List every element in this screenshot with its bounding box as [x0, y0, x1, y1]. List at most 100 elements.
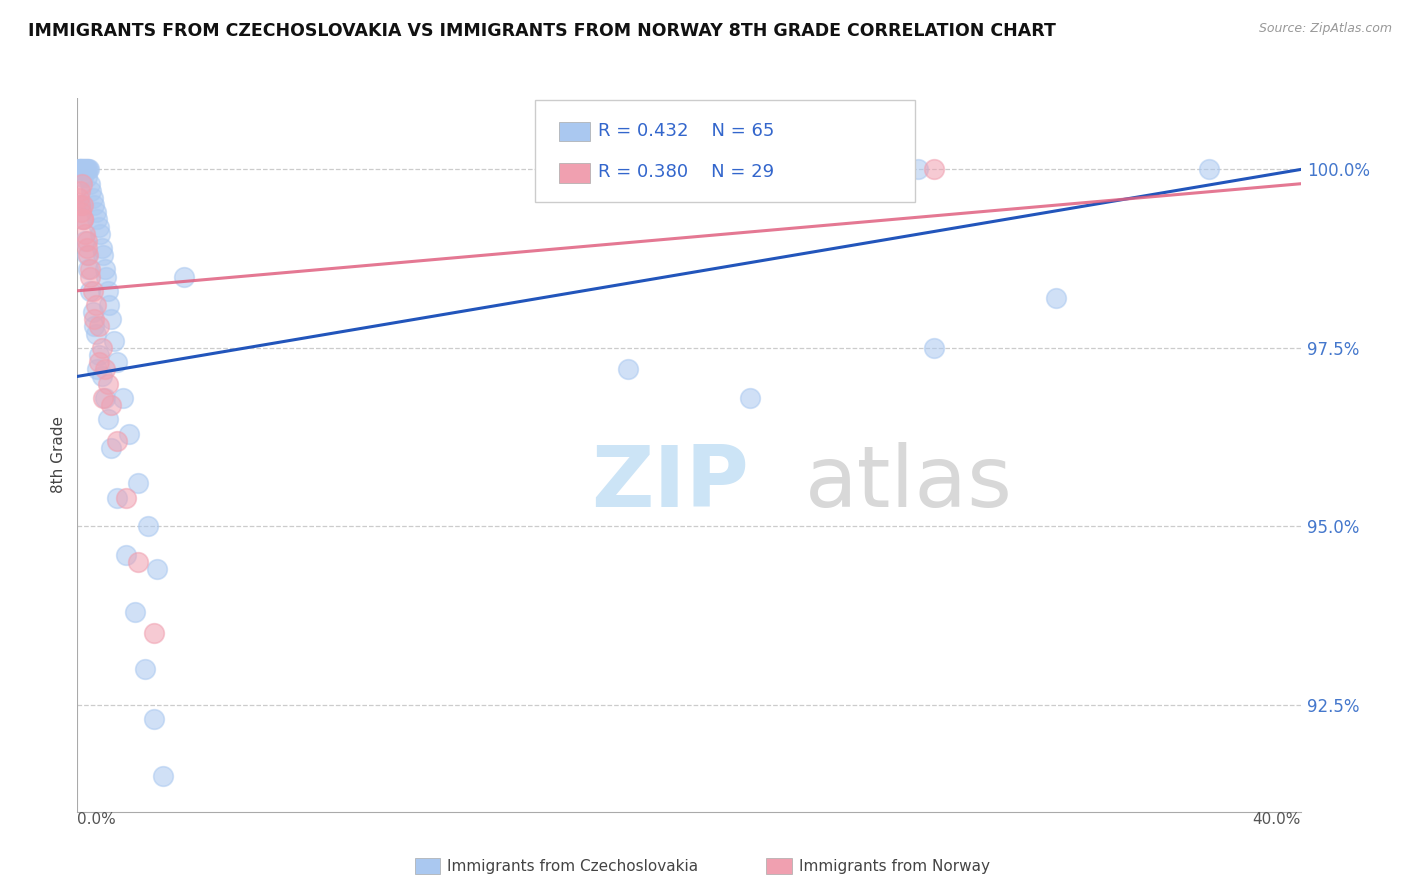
Point [79, 269, 101, 284]
Point [100, 312, 122, 326]
Text: atlas: atlas [806, 442, 1014, 525]
Point [100, 398, 122, 412]
Point [73, 162, 96, 177]
Point [922, 162, 945, 177]
Text: R = 0.432    N = 65: R = 0.432 N = 65 [599, 121, 775, 139]
Text: Source: ZipAtlas.com: Source: ZipAtlas.com [1258, 22, 1392, 36]
Point [112, 391, 135, 405]
Point [1198, 162, 1220, 177]
Point [76, 234, 98, 248]
Point [118, 426, 141, 441]
Point [124, 605, 146, 619]
Point [97, 284, 120, 298]
Point [75, 162, 97, 177]
Point [77, 248, 100, 262]
Point [70, 162, 93, 177]
Point [76, 169, 98, 184]
Point [152, 769, 174, 783]
Point [94, 362, 117, 376]
Point [90, 369, 112, 384]
Point [142, 712, 165, 726]
Point [617, 362, 640, 376]
Point [83, 312, 105, 326]
Point [103, 334, 125, 348]
Point [83, 319, 105, 334]
Point [70, 162, 93, 177]
Point [87, 219, 110, 234]
Point [87, 348, 110, 362]
Point [70, 205, 93, 219]
Point [105, 491, 128, 505]
Point [72, 198, 94, 212]
Point [91, 391, 114, 405]
Point [70, 198, 93, 212]
Text: Immigrants from Czechoslovakia: Immigrants from Czechoslovakia [447, 859, 699, 873]
Point [67, 191, 90, 205]
Point [73, 162, 96, 177]
Point [70, 177, 93, 191]
Point [134, 662, 156, 676]
Point [73, 234, 96, 248]
Point [922, 341, 945, 355]
Point [142, 626, 165, 640]
Point [90, 241, 112, 255]
Point [740, 391, 762, 405]
Point [84, 326, 107, 341]
Point [76, 248, 98, 262]
Point [67, 162, 90, 177]
Point [72, 169, 94, 184]
Point [69, 184, 91, 198]
Point [90, 341, 112, 355]
Text: 0.0%: 0.0% [77, 812, 117, 827]
Point [84, 298, 107, 312]
Point [82, 191, 104, 205]
Point [77, 262, 100, 277]
Point [86, 212, 108, 227]
Point [72, 212, 94, 227]
Point [79, 262, 101, 277]
Point [173, 269, 195, 284]
Point [77, 162, 100, 177]
Text: Immigrants from Norway: Immigrants from Norway [799, 859, 990, 873]
Point [86, 362, 108, 376]
Point [115, 491, 138, 505]
Point [72, 162, 94, 177]
Text: ZIP: ZIP [591, 442, 749, 525]
Point [72, 212, 94, 227]
Point [69, 162, 91, 177]
Point [84, 205, 107, 219]
Point [105, 355, 128, 369]
Point [128, 476, 150, 491]
Point [79, 284, 101, 298]
Y-axis label: 8th Grade: 8th Grade [51, 417, 66, 493]
Point [146, 562, 169, 576]
Point [87, 319, 110, 334]
Point [907, 162, 929, 177]
Point [76, 241, 98, 255]
Point [76, 162, 98, 177]
Point [79, 177, 101, 191]
Point [80, 184, 103, 198]
Point [1045, 291, 1067, 305]
Point [136, 519, 159, 533]
Point [94, 391, 117, 405]
Point [115, 548, 138, 562]
Point [96, 269, 118, 284]
Point [69, 198, 91, 212]
Point [72, 212, 94, 227]
Text: 40.0%: 40.0% [1253, 812, 1301, 827]
Point [97, 376, 120, 391]
Point [128, 555, 150, 569]
Point [105, 434, 128, 448]
Point [77, 162, 100, 177]
Point [100, 441, 122, 455]
Point [82, 284, 104, 298]
Point [69, 162, 91, 177]
Point [83, 198, 105, 212]
Point [69, 198, 91, 212]
Point [94, 262, 117, 277]
Point [82, 305, 104, 319]
Text: IMMIGRANTS FROM CZECHOSLOVAKIA VS IMMIGRANTS FROM NORWAY 8TH GRADE CORRELATION C: IMMIGRANTS FROM CZECHOSLOVAKIA VS IMMIGR… [28, 22, 1056, 40]
Point [87, 355, 110, 369]
Point [73, 227, 96, 241]
